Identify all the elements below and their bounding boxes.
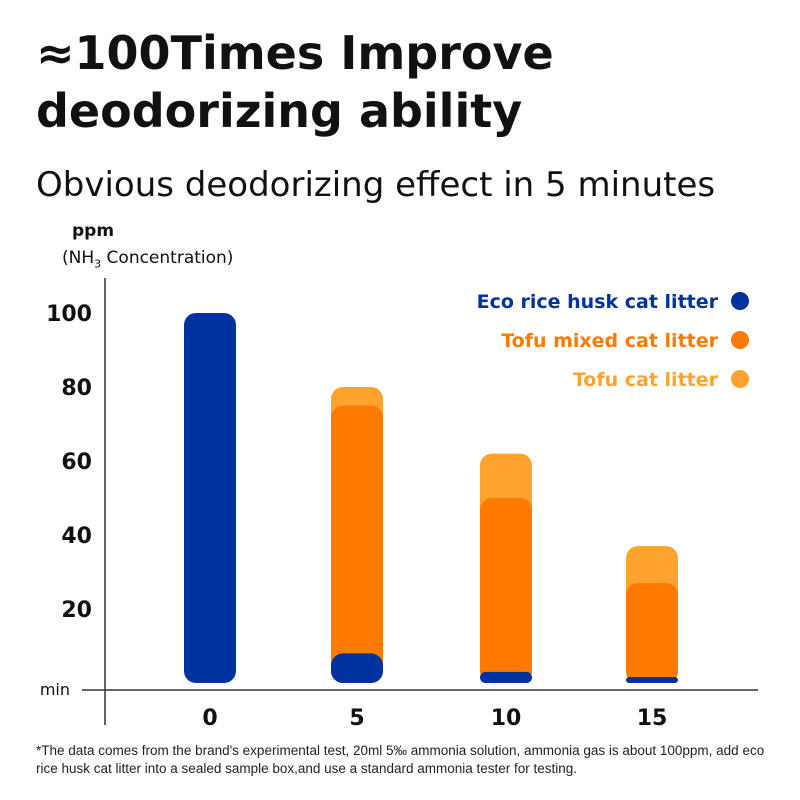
page-subtitle: Obvious deodorizing effect in 5 minutes <box>36 165 716 205</box>
legend-marker <box>731 292 749 310</box>
chart-legend: Eco rice husk cat litter Tofu mixed cat l… <box>477 291 749 391</box>
x-tick-label: 0 <box>202 706 217 731</box>
y-axis-label-subscript: 3 <box>94 257 102 271</box>
bar <box>626 677 678 683</box>
y-tick-label: 40 <box>61 524 92 549</box>
bar <box>331 405 383 683</box>
x-tick-label: 10 <box>491 706 522 731</box>
legend-label: Tofu mixed cat litter <box>501 330 718 352</box>
x-tick-label: 15 <box>637 706 668 731</box>
bar <box>480 671 532 683</box>
y-axis-unit: ppm <box>72 221 115 241</box>
y-tick-label: 80 <box>61 376 92 401</box>
bar <box>184 313 236 683</box>
y-tick-label: 20 <box>61 598 92 623</box>
y-axis-label: (NH3 Concentration) <box>62 248 233 270</box>
bar <box>480 498 532 683</box>
legend-marker <box>731 370 749 388</box>
y-axis-label-rest: Concentration) <box>101 248 234 268</box>
chart-bars <box>184 313 678 683</box>
y-tick-label: 100 <box>46 302 92 327</box>
footnote: *The data comes from the brand's experim… <box>36 743 765 776</box>
legend-label: Eco rice husk cat litter <box>477 291 719 313</box>
x-tick-label: 5 <box>349 706 364 731</box>
legend-label: Tofu cat litter <box>573 369 719 391</box>
bar <box>626 583 678 683</box>
bar <box>331 653 383 683</box>
chart-axes: 100 80 60 40 20 min 0 5 10 15 <box>40 278 758 731</box>
legend-marker <box>731 331 749 349</box>
y-tick-label: 60 <box>61 450 92 475</box>
x-axis-unit-label: min <box>40 680 70 699</box>
page-title: ≈100Times Improve deodorizing ability <box>36 26 554 138</box>
y-axis-label-open: (NH <box>62 248 95 268</box>
